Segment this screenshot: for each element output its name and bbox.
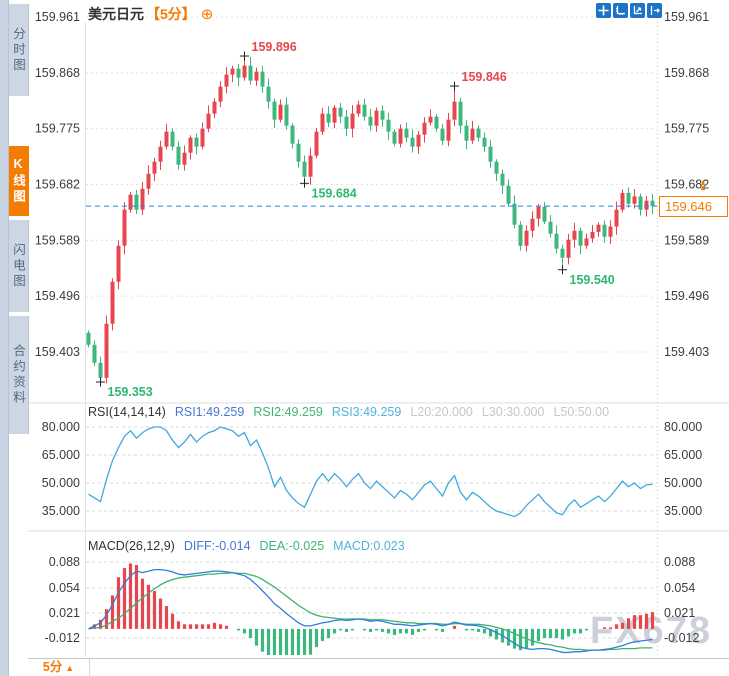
svg-text:-0.012: -0.012 xyxy=(664,631,699,645)
svg-text:159.403: 159.403 xyxy=(35,345,80,359)
svg-text:159.353: 159.353 xyxy=(108,385,153,399)
axis-range-icon[interactable] xyxy=(613,3,628,18)
sidebar-tab-lightning[interactable]: 闪电图 xyxy=(9,220,29,312)
svg-text:159.589: 159.589 xyxy=(664,233,709,247)
svg-text:65.000: 65.000 xyxy=(42,448,80,462)
svg-text:50.000: 50.000 xyxy=(664,476,702,490)
svg-text:159.682: 159.682 xyxy=(664,178,709,192)
bottom-bar: 5分 ▲ xyxy=(28,658,729,676)
period-dropdown-arrow-icon: ▲ xyxy=(65,663,75,673)
svg-text:0.054: 0.054 xyxy=(49,581,80,595)
svg-text:159.589: 159.589 xyxy=(35,233,80,247)
rsi-indicator-header: RSI(14,14,14) RSI1:49.259 RSI2:49.259 RSI3:… xyxy=(88,405,609,419)
chart-toolbar xyxy=(596,3,662,18)
svg-text:80.000: 80.000 xyxy=(664,420,702,434)
svg-text:35.000: 35.000 xyxy=(42,504,80,518)
price-up-arrow-icon: ▲ ▲ xyxy=(699,178,707,192)
svg-text:0.054: 0.054 xyxy=(664,581,695,595)
indicator-params: MACD(26,12,9) xyxy=(88,539,175,553)
left-sidebar: 分时图 K线图 闪电图 合约资料 xyxy=(0,0,29,676)
svg-text:159.846: 159.846 xyxy=(462,70,507,84)
svg-text:159.775: 159.775 xyxy=(35,122,80,136)
svg-text:159.682: 159.682 xyxy=(35,178,80,192)
period-tag: 【5分】 xyxy=(146,6,196,22)
svg-text:0.088: 0.088 xyxy=(664,555,695,569)
sidebar-strip xyxy=(0,0,9,676)
svg-text:159.868: 159.868 xyxy=(664,66,709,80)
axis-zoom-icon[interactable] xyxy=(630,3,645,18)
legend-item: DIFF:-0.014 xyxy=(183,539,251,553)
svg-text:0.021: 0.021 xyxy=(664,606,695,620)
add-indicator-icon[interactable]: ⊕ xyxy=(200,6,214,23)
symbol-name: 美元日元 xyxy=(88,6,144,22)
sidebar-tab-contract-info[interactable]: 合约资料 xyxy=(9,316,29,434)
legend-item: L50:50.00 xyxy=(553,405,610,419)
current-price-label: 159.646 xyxy=(659,196,728,217)
shift-right-icon[interactable] xyxy=(647,3,662,18)
macd-indicator-header: MACD(26,12,9) DIFF:-0.014 DEA:-0.025 MACD:0… xyxy=(88,539,405,553)
svg-text:159.961: 159.961 xyxy=(664,10,709,24)
pan-crosshair-icon[interactable] xyxy=(596,3,611,18)
legend-item: L20:20.000 xyxy=(410,405,473,419)
svg-text:159.403: 159.403 xyxy=(664,345,709,359)
svg-text:80.000: 80.000 xyxy=(42,420,80,434)
svg-text:159.496: 159.496 xyxy=(664,289,709,303)
legend-item: RSI3:49.259 xyxy=(331,405,402,419)
period-selector[interactable]: 5分 ▲ xyxy=(28,659,90,676)
period-label: 5分 xyxy=(42,660,63,674)
chart-title: 美元日元 【5分】 ⊕ xyxy=(88,4,213,24)
svg-text:50.000: 50.000 xyxy=(42,476,80,490)
legend-item: MACD:0.023 xyxy=(333,539,405,553)
svg-text:159.775: 159.775 xyxy=(664,122,709,136)
svg-text:0.088: 0.088 xyxy=(49,555,80,569)
svg-text:159.540: 159.540 xyxy=(570,273,615,287)
svg-text:35.000: 35.000 xyxy=(664,504,702,518)
svg-text:65.000: 65.000 xyxy=(664,448,702,462)
legend-item: RSI1:49.259 xyxy=(174,405,245,419)
sidebar-tab-timeshare[interactable]: 分时图 xyxy=(9,4,29,96)
svg-text:159.896: 159.896 xyxy=(252,40,297,54)
legend-item: L30:30.000 xyxy=(481,405,545,419)
indicator-params: RSI(14,14,14) xyxy=(88,405,166,419)
sidebar-tab-kline[interactable]: K线图 xyxy=(9,146,29,216)
legend-item: DEA:-0.025 xyxy=(259,539,325,553)
svg-text:159.496: 159.496 xyxy=(35,289,80,303)
legend-item: RSI2:49.259 xyxy=(253,405,323,419)
svg-text:-0.012: -0.012 xyxy=(45,631,80,645)
fx678-watermark: FX678 xyxy=(590,610,712,652)
svg-text:159.868: 159.868 xyxy=(35,66,80,80)
svg-text:0.021: 0.021 xyxy=(49,606,80,620)
svg-text:159.961: 159.961 xyxy=(35,10,80,24)
svg-text:159.684: 159.684 xyxy=(312,186,357,200)
